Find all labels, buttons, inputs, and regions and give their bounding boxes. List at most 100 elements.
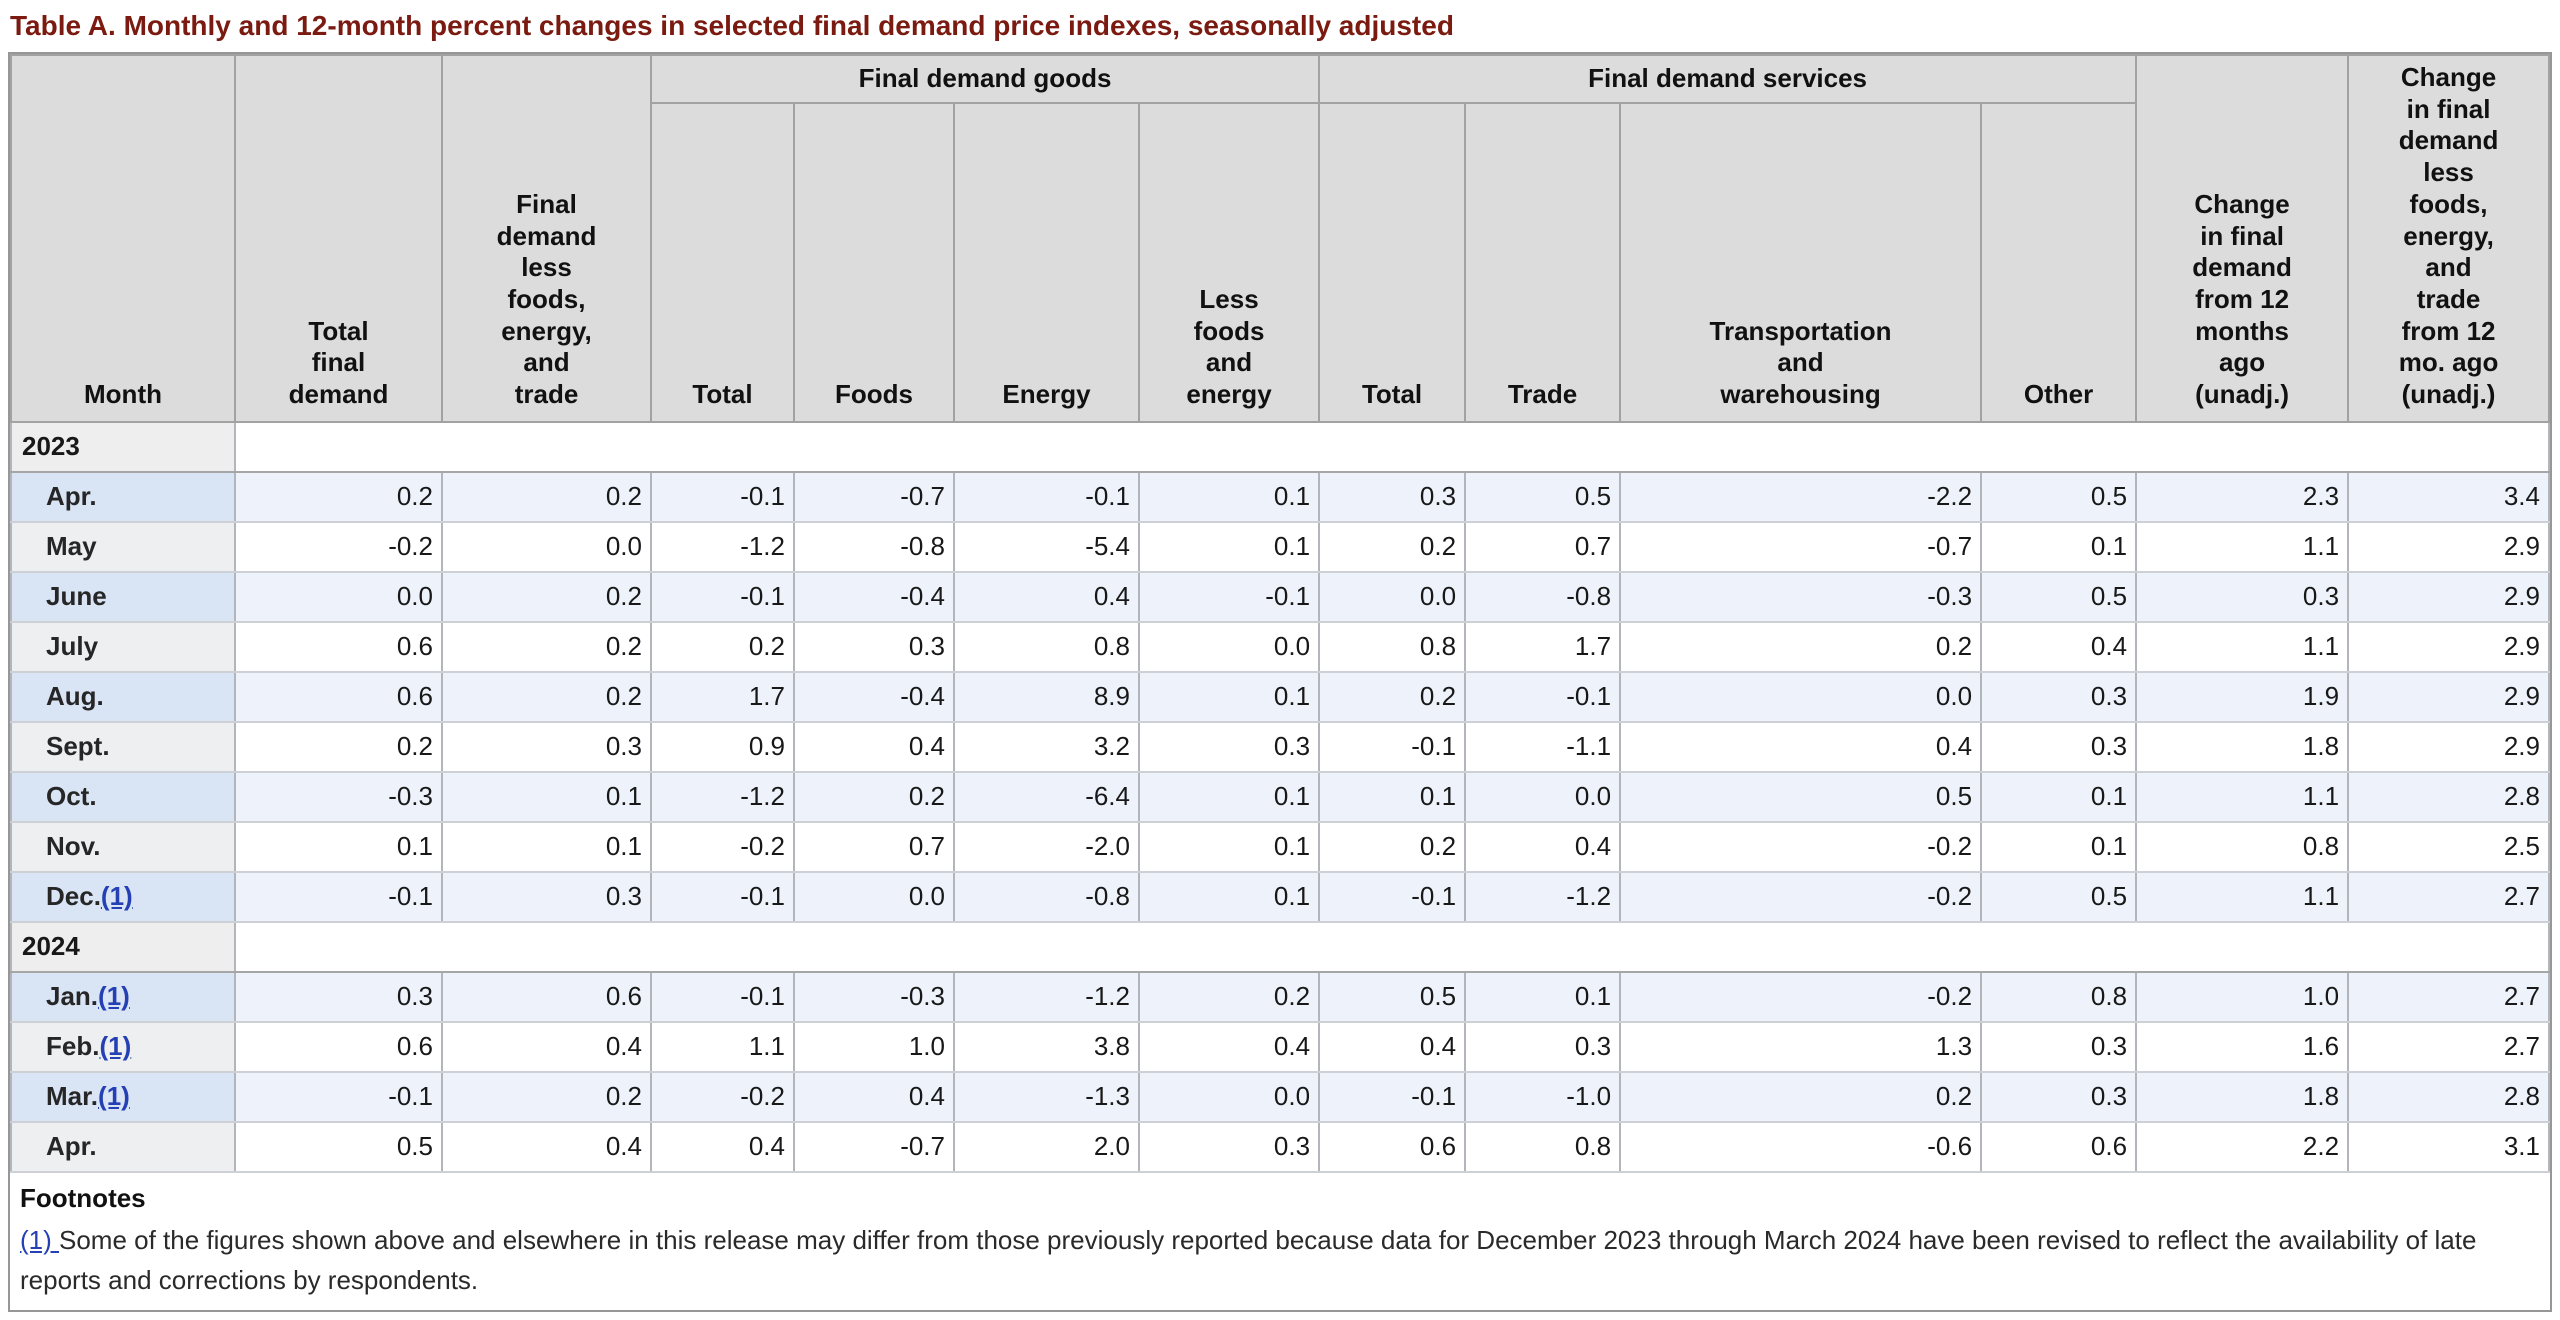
value-cell: 1.8 bbox=[2135, 720, 2350, 773]
value-cell: -0.2 bbox=[1619, 820, 1983, 873]
group-header-final-demand-services: Final demand services bbox=[1318, 54, 2138, 104]
value-cell: -0.1 bbox=[953, 470, 1140, 523]
col-header-fd-less-foods-energy-trade: Final demand less foods, energy, and tra… bbox=[441, 54, 652, 423]
value-cell: 0.7 bbox=[1464, 520, 1622, 573]
month-label: Apr. bbox=[46, 481, 97, 512]
value-cell: 0.4 bbox=[441, 1120, 652, 1173]
value-cell: -6.4 bbox=[953, 770, 1140, 823]
value-cell: 1.6 bbox=[2135, 1020, 2350, 1073]
year-spacer-cell bbox=[234, 420, 2550, 473]
month-cell: Jan.(1) bbox=[10, 970, 236, 1023]
value-cell: 2.9 bbox=[2347, 570, 2550, 623]
value-cell: -1.1 bbox=[1464, 720, 1622, 773]
value-cell: -0.2 bbox=[650, 1070, 795, 1123]
value-cell: -0.2 bbox=[650, 820, 795, 873]
value-cell: -0.1 bbox=[1318, 870, 1467, 923]
value-cell: -0.6 bbox=[1619, 1120, 1983, 1173]
month-label: June bbox=[46, 581, 107, 612]
year-row: 2023 bbox=[10, 420, 2550, 473]
value-cell: -0.1 bbox=[234, 1070, 443, 1123]
value-cell: -0.3 bbox=[1619, 570, 1983, 623]
footnote-ref-link[interactable]: (1) bbox=[98, 981, 130, 1012]
footnote-marker-link[interactable]: (1) bbox=[20, 1224, 59, 1255]
value-cell: 1.7 bbox=[1464, 620, 1622, 673]
value-cell: 0.5 bbox=[1619, 770, 1983, 823]
month-label: Mar. bbox=[46, 1081, 99, 1112]
year-row: 2024 bbox=[10, 920, 2550, 973]
value-cell: 1.3 bbox=[1619, 1020, 1983, 1073]
table-row: Feb.(1) 0.6 0.4 1.1 1.0 3.8 0.4 0.4 0.3 1.3 0.3 1.6… bbox=[10, 1020, 2550, 1073]
table-row: Oct. -0.3 0.1 -1.2 0.2 -6.4 0.1 0.1 0.0 0.5 0.1 1.1… bbox=[10, 770, 2550, 823]
table-row: Nov. 0.1 0.1 -0.2 0.7 -2.0 0.1 0.2 0.4 -0.2 0.1 0.8… bbox=[10, 820, 2550, 873]
value-cell: 0.4 bbox=[441, 1020, 652, 1073]
value-cell: 0.2 bbox=[1137, 970, 1321, 1023]
value-cell: 0.4 bbox=[1318, 1020, 1467, 1073]
value-cell: 0.3 bbox=[1137, 720, 1321, 773]
table-row: July 0.6 0.2 0.2 0.3 0.8 0.0 0.8 1.7 0.2 0.4 1.1 2.9 bbox=[10, 620, 2550, 673]
footnote-ref-link[interactable]: (1) bbox=[98, 1081, 130, 1112]
group-header-final-demand-goods: Final demand goods bbox=[649, 54, 1321, 104]
value-cell: 0.2 bbox=[1619, 1070, 1983, 1123]
page-title: Table A. Monthly and 12-month percent ch… bbox=[10, 10, 1454, 41]
value-cell: 0.7 bbox=[793, 820, 955, 873]
value-cell: -0.8 bbox=[953, 870, 1140, 923]
month-cell: July bbox=[10, 620, 236, 673]
year-cell: 2023 bbox=[10, 420, 236, 473]
footnotes-heading: Footnotes bbox=[20, 1182, 146, 1213]
month-cell: Mar.(1) bbox=[10, 1070, 236, 1123]
value-cell: 3.4 bbox=[2347, 470, 2550, 523]
value-cell: 0.1 bbox=[1980, 520, 2138, 573]
value-cell: 0.2 bbox=[650, 620, 795, 673]
value-cell: 2.9 bbox=[2347, 670, 2550, 723]
value-cell: 0.9 bbox=[650, 720, 795, 773]
header-row-subcolumns: Total Foods Energy Less foods and energy… bbox=[11, 102, 2549, 423]
value-cell: -2.0 bbox=[953, 820, 1140, 873]
value-cell: 0.2 bbox=[1619, 620, 1983, 673]
table-row: June 0.0 0.2 -0.1 -0.4 0.4 -0.1 0.0 -0.8 -0.3 0.5 0… bbox=[10, 570, 2550, 623]
value-cell: 1.0 bbox=[2135, 970, 2350, 1023]
value-cell: 0.6 bbox=[234, 1020, 443, 1073]
value-cell: 2.9 bbox=[2347, 520, 2550, 573]
value-cell: -0.1 bbox=[650, 970, 795, 1023]
value-cell: 0.3 bbox=[1137, 1120, 1321, 1173]
value-cell: 0.4 bbox=[1137, 1020, 1321, 1073]
value-cell: 0.8 bbox=[1318, 620, 1467, 673]
value-cell: 2.7 bbox=[2347, 970, 2550, 1023]
value-cell: 0.2 bbox=[441, 1070, 652, 1123]
value-cell: -0.4 bbox=[793, 570, 955, 623]
month-label: Nov. bbox=[46, 831, 101, 862]
value-cell: 0.4 bbox=[953, 570, 1140, 623]
value-cell: 0.3 bbox=[1980, 670, 2138, 723]
value-cell: 0.0 bbox=[1318, 570, 1467, 623]
value-cell: -0.1 bbox=[1318, 1070, 1467, 1123]
value-cell: -0.2 bbox=[1619, 870, 1983, 923]
value-cell: 0.2 bbox=[441, 570, 652, 623]
footnote-ref-link[interactable]: (1) bbox=[100, 881, 133, 912]
value-cell: 3.8 bbox=[953, 1020, 1140, 1073]
value-cell: 0.1 bbox=[1137, 870, 1321, 923]
value-cell: 0.3 bbox=[1980, 1070, 2138, 1123]
value-cell: 0.2 bbox=[1318, 520, 1467, 573]
table-row: Mar.(1) -0.1 0.2 -0.2 0.4 -1.3 0.0 -0.1 -1.0 0.2 0… bbox=[10, 1070, 2550, 1123]
table-row: Sept. 0.2 0.3 0.9 0.4 3.2 0.3 -0.1 -1.1 0.4 0.3 1.8… bbox=[10, 720, 2550, 773]
value-cell: 1.1 bbox=[2135, 770, 2350, 823]
value-cell: 3.1 bbox=[2347, 1120, 2550, 1173]
table-row: Jan.(1) 0.3 0.6 -0.1 -0.3 -1.2 0.2 0.5 0.1 -0.2 0.… bbox=[10, 970, 2550, 1023]
value-cell: 2.9 bbox=[2347, 720, 2550, 773]
value-cell: 0.8 bbox=[953, 620, 1140, 673]
value-cell: 2.0 bbox=[953, 1120, 1140, 1173]
value-cell: -0.2 bbox=[234, 520, 443, 573]
value-cell: 0.2 bbox=[1318, 670, 1467, 723]
footnote-ref-link[interactable]: (1) bbox=[99, 1031, 132, 1062]
value-cell: 8.9 bbox=[953, 670, 1140, 723]
month-cell: Apr. bbox=[10, 1120, 236, 1173]
value-cell: 0.6 bbox=[441, 970, 652, 1023]
month-label: May bbox=[46, 531, 97, 562]
table-row: Aug. 0.6 0.2 1.7 -0.4 8.9 0.1 0.2 -0.1 0.0 0.3 1.9 2… bbox=[10, 670, 2550, 723]
year-spacer-cell bbox=[234, 920, 2550, 973]
value-cell: 0.3 bbox=[441, 870, 652, 923]
value-cell: 0.0 bbox=[1137, 1070, 1321, 1123]
value-cell: 1.1 bbox=[2135, 870, 2350, 923]
value-cell: 0.2 bbox=[234, 470, 443, 523]
value-cell: -0.2 bbox=[1619, 970, 1983, 1023]
